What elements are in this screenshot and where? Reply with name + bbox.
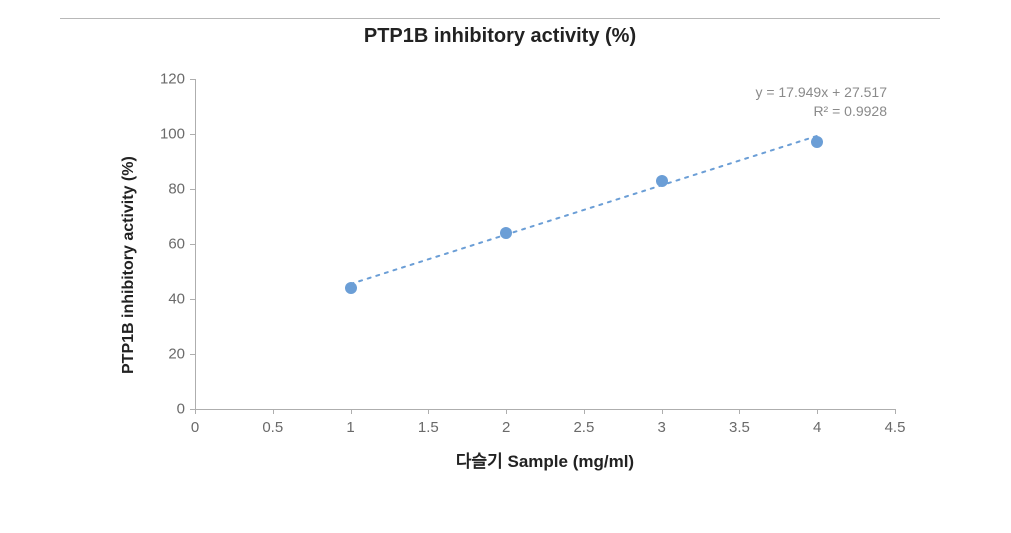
- canvas: PTP1B inhibitory activity (%) PTP1B inhi…: [0, 0, 1011, 533]
- data-point: [656, 175, 668, 187]
- trendline: [60, 19, 940, 517]
- chart-panel: PTP1B inhibitory activity (%) PTP1B inhi…: [60, 18, 940, 517]
- data-point: [811, 136, 823, 148]
- data-point: [345, 282, 357, 294]
- data-point: [500, 227, 512, 239]
